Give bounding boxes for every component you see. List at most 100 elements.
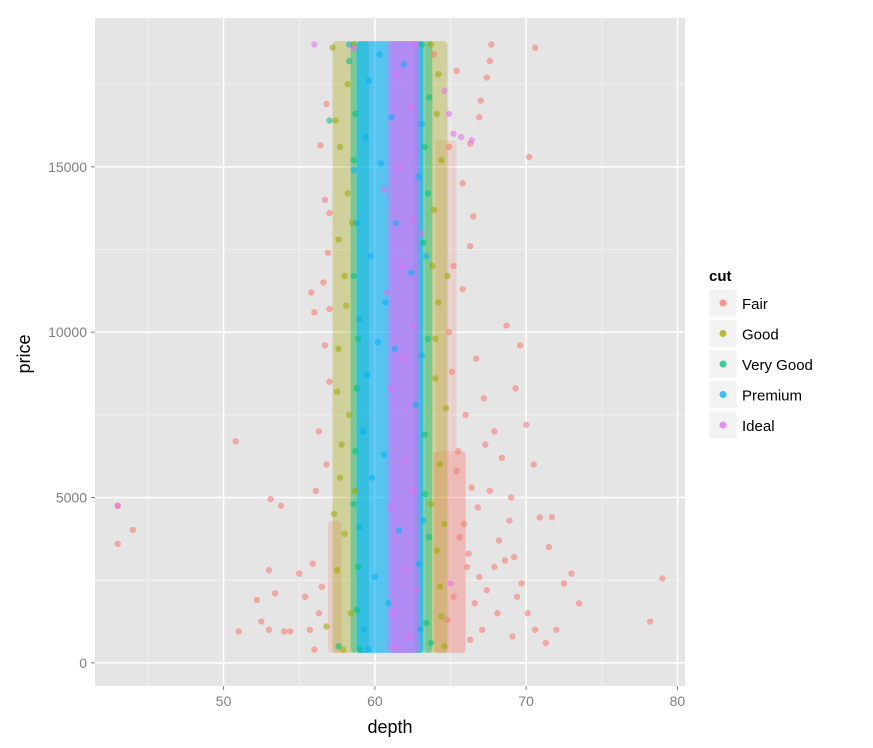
point-very-good: [420, 239, 427, 247]
point-fair: [114, 540, 121, 548]
point-very-good: [418, 41, 425, 48]
point-fair: [258, 618, 265, 625]
point-premium: [380, 451, 388, 458]
x-tick-label: 60: [367, 693, 383, 709]
point-good: [430, 206, 438, 214]
point-fair: [553, 626, 560, 633]
point-fair: [308, 289, 315, 296]
point-fair: [311, 646, 318, 653]
point-fair: [530, 461, 537, 468]
point-very-good: [350, 156, 357, 164]
point-fair: [512, 385, 519, 392]
point-fair: [302, 593, 309, 600]
point-good: [436, 461, 444, 468]
point-fair: [463, 563, 471, 571]
point-fair: [470, 213, 477, 220]
point-good: [429, 262, 436, 270]
point-good: [352, 487, 359, 495]
point-very-good: [424, 190, 432, 197]
point-fair: [532, 44, 539, 51]
point-fair: [503, 322, 510, 329]
point-fair: [474, 504, 481, 511]
point-fair: [235, 628, 242, 635]
point-premium: [350, 166, 357, 174]
density-band-ideal: [386, 41, 421, 653]
point-very-good: [350, 272, 357, 280]
point-ideal: [445, 110, 453, 118]
point-good: [442, 405, 450, 412]
legend-label-very-good: Very Good: [742, 357, 813, 374]
point-good: [336, 474, 344, 481]
point-fair: [647, 618, 654, 625]
y-tick-label: 0: [79, 655, 87, 671]
legend: cut Fair Good Very Good Premium Ideal: [708, 268, 813, 440]
point-ideal: [397, 163, 404, 171]
point-fair: [518, 580, 525, 587]
point-good: [347, 610, 354, 617]
point-very-good: [335, 643, 342, 650]
point-ideal: [407, 104, 415, 111]
point-premium: [353, 219, 360, 227]
point-premium: [374, 338, 382, 346]
point-fair: [568, 570, 575, 577]
point-ideal: [411, 322, 418, 329]
point-good: [344, 80, 351, 88]
point-premium: [420, 517, 427, 524]
point-good: [344, 190, 351, 197]
legend-swatch-fair: [719, 299, 727, 307]
point-good: [427, 500, 435, 508]
data-points: [114, 41, 666, 653]
point-premium: [362, 133, 369, 141]
point-good: [332, 117, 339, 124]
point-premium: [418, 352, 425, 359]
point-fair: [659, 575, 666, 582]
point-very-good: [426, 533, 433, 541]
point-premium: [356, 524, 363, 531]
density-band-premium: [356, 41, 424, 653]
legend-swatch-ideal: [719, 421, 727, 429]
point-fair: [506, 517, 513, 524]
point-premium: [385, 600, 392, 607]
point-ideal: [468, 137, 475, 144]
point-fair: [510, 553, 518, 561]
point-fair: [317, 142, 324, 149]
x-axis-title: depth: [367, 717, 412, 737]
point-ideal: [380, 186, 388, 194]
point-premium: [407, 269, 415, 276]
point-fair: [468, 484, 475, 491]
point-good: [432, 335, 439, 342]
point-very-good: [353, 385, 360, 392]
point-fair: [471, 600, 478, 607]
point-good: [436, 583, 444, 590]
point-premium: [388, 114, 395, 121]
point-ideal: [311, 41, 318, 48]
x-tick-label: 50: [216, 693, 232, 709]
point-good: [333, 567, 341, 574]
point-good: [338, 441, 345, 448]
point-fair: [524, 610, 531, 617]
point-very-good: [421, 490, 428, 498]
point-fair: [445, 143, 453, 151]
point-premium: [361, 626, 368, 633]
point-very-good: [350, 500, 357, 508]
point-ideal: [383, 289, 391, 296]
point-fair: [430, 51, 438, 58]
y-tick-label: 15000: [48, 159, 87, 175]
legend-swatch-premium: [719, 391, 727, 398]
point-good: [330, 510, 338, 518]
point-fair: [315, 428, 323, 435]
point-fair: [482, 441, 489, 448]
point-ideal: [391, 643, 398, 650]
point-fair: [320, 279, 327, 286]
point-fair: [494, 610, 501, 617]
point-ideal: [400, 355, 407, 362]
point-fair: [315, 610, 323, 617]
point-very-good: [345, 57, 353, 65]
point-very-good: [421, 431, 428, 438]
point-premium: [423, 252, 430, 260]
point-good: [335, 345, 342, 352]
point-premium: [365, 646, 373, 653]
y-axis: 0 5000 10000 15000: [48, 159, 95, 671]
point-ideal: [411, 487, 418, 495]
point-very-good: [356, 646, 363, 653]
